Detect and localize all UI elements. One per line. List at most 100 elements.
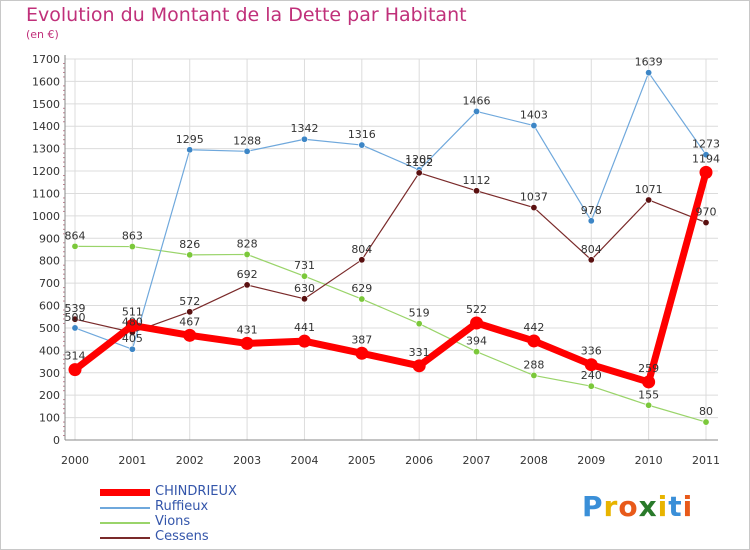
- y-tick-label: 1200: [32, 165, 60, 178]
- data-label-ruffieux: 978: [581, 204, 602, 217]
- point-cessens: [530, 204, 538, 212]
- point-chindrieux: [470, 316, 484, 330]
- point-vions: [358, 295, 366, 303]
- x-tick-label: 2009: [577, 454, 605, 467]
- data-label-chindrieux: 331: [409, 346, 430, 359]
- data-label-chindrieux: 336: [581, 345, 602, 358]
- point-ruffieux: [186, 146, 194, 154]
- data-label-cessens: 1112: [463, 174, 491, 187]
- legend-swatch-ruffieux: [100, 507, 150, 509]
- x-tick-label: 2003: [233, 454, 261, 467]
- data-label-vions: 826: [179, 238, 200, 251]
- data-label-vions: 629: [351, 282, 372, 295]
- y-tick-label: 600: [39, 300, 60, 313]
- logo-letter: i: [657, 490, 669, 523]
- series-line-vions: [74, 245, 707, 423]
- point-vions: [128, 243, 136, 251]
- legend-swatch-vions: [100, 522, 150, 524]
- data-label-ruffieux: 1403: [520, 109, 548, 122]
- data-label-cessens: 572: [179, 295, 200, 308]
- point-cessens: [415, 169, 423, 177]
- data-label-vions: 288: [523, 358, 544, 371]
- data-label-ruffieux: 1342: [290, 122, 318, 135]
- data-label-chindrieux: 467: [179, 315, 200, 328]
- point-vions: [300, 272, 308, 280]
- point-chindrieux: [68, 363, 82, 377]
- chart-unit: (en €): [26, 28, 59, 41]
- point-ruffieux: [702, 151, 710, 159]
- proxiti-logo: Proxiti: [582, 490, 693, 523]
- y-tick-label: 1700: [32, 53, 60, 66]
- x-tick-label: 2000: [61, 454, 89, 467]
- point-cessens: [300, 295, 308, 303]
- x-tick-label: 2002: [176, 454, 204, 467]
- data-label-cessens: 804: [351, 243, 372, 256]
- y-axis-ticks: 0 100 200 300 400 500 600 700 800 900 1000 1100 1200…: [32, 53, 60, 447]
- x-tick-label: 2001: [118, 454, 146, 467]
- chart-title: Evolution du Montant de la Dette par Hab…: [26, 4, 467, 26]
- data-label-ruffieux: 1639: [635, 56, 663, 69]
- data-labels: 864 863 826 828 731 629 519 394 288 240 155 80 500 40…: [65, 56, 721, 418]
- data-label-ruffieux: 1295: [176, 133, 204, 146]
- x-tick-label: 2006: [405, 454, 433, 467]
- data-label-vions: 519: [409, 307, 430, 320]
- point-cessens: [645, 196, 653, 204]
- logo-letter: r: [603, 490, 619, 523]
- data-label-cessens: 480: [122, 315, 143, 328]
- point-cessens: [71, 315, 79, 323]
- x-axis-ticks: 2000 2001 2002 2003 2004 2005 2006 2007 2008 2009…: [61, 454, 720, 467]
- data-label-ruffieux: 405: [122, 332, 143, 345]
- point-chindrieux: [642, 375, 656, 389]
- y-tick-label: 1400: [32, 120, 60, 133]
- point-vions: [415, 320, 423, 328]
- point-ruffieux: [71, 324, 79, 332]
- point-chindrieux: [240, 336, 254, 350]
- legend-item-vions: Vions: [100, 514, 300, 530]
- point-vions: [243, 250, 251, 258]
- legend-item-chindrieux: CHINDRIEUX: [100, 484, 300, 500]
- point-chindrieux: [584, 358, 598, 372]
- y-tick-label: 100: [39, 412, 60, 425]
- point-chindrieux: [412, 359, 426, 373]
- point-ruffieux: [300, 135, 308, 143]
- y-tick-label: 400: [39, 344, 60, 357]
- legend-item-cessens: Cessens: [100, 529, 300, 545]
- data-label-chindrieux: 387: [351, 333, 372, 346]
- data-label-cessens: 970: [696, 206, 717, 219]
- data-label-cessens: 1192: [405, 156, 433, 169]
- data-label-ruffieux: 1205: [405, 153, 433, 166]
- data-label-ruffieux: 500: [65, 311, 86, 324]
- series-line-ruffieux: [74, 72, 707, 350]
- legend-swatch-cessens: [100, 537, 150, 539]
- point-chindrieux: [355, 346, 369, 360]
- y-tick-label: 1300: [32, 143, 60, 156]
- point-ruffieux: [473, 107, 481, 115]
- data-label-chindrieux: 522: [466, 303, 487, 316]
- series-line-chindrieux: [71, 168, 710, 386]
- data-label-ruffieux: 1466: [463, 94, 491, 107]
- legend-label-cessens: Cessens: [155, 529, 209, 544]
- point-vions: [530, 371, 538, 379]
- y-tick-label: 0: [53, 434, 60, 447]
- point-chindrieux: [297, 334, 311, 348]
- y-tick-label: 700: [39, 277, 60, 290]
- point-chindrieux: [183, 328, 197, 342]
- point-chindrieux: [699, 165, 713, 179]
- data-label-cessens: 630: [294, 282, 315, 295]
- y-tick-label: 300: [39, 367, 60, 380]
- data-label-vions: 80: [699, 405, 713, 418]
- x-tick-label: 2011: [692, 454, 720, 467]
- point-chindrieux: [125, 318, 139, 332]
- point-chindrieux: [527, 334, 541, 348]
- y-tick-label: 900: [39, 232, 60, 245]
- data-label-chindrieux: 314: [65, 350, 86, 363]
- data-label-cessens: 692: [237, 268, 258, 281]
- point-vions: [71, 242, 79, 250]
- data-label-vions: 863: [122, 230, 143, 243]
- data-label-ruffieux: 1273: [692, 138, 720, 151]
- logo-letter: i: [682, 490, 694, 523]
- y-tick-label: 1500: [32, 98, 60, 111]
- logo-letter: x: [638, 490, 658, 523]
- x-tick-label: 2005: [348, 454, 376, 467]
